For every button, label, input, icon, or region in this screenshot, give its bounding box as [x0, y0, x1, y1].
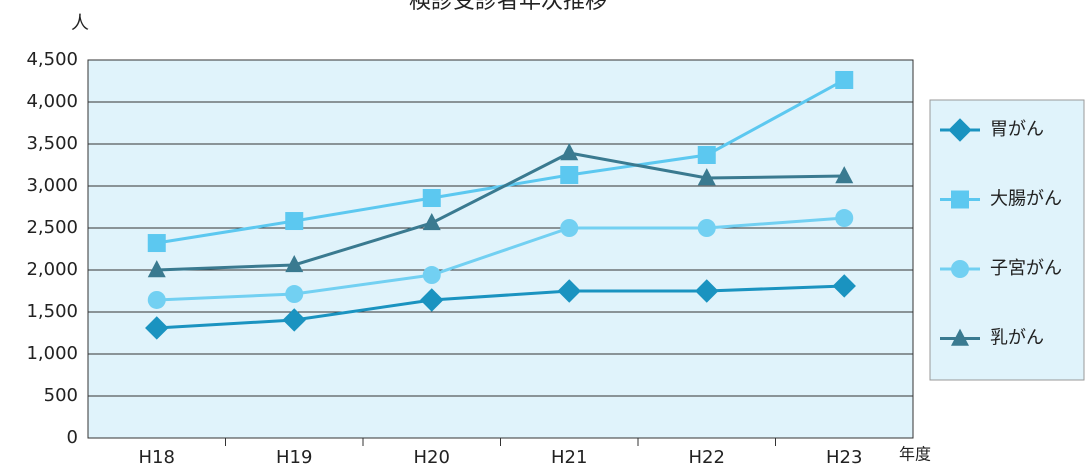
marker — [951, 328, 969, 346]
y-tick-label: 1,000 — [26, 343, 78, 364]
marker — [282, 308, 306, 332]
legend-label: 子宮がん — [990, 258, 1062, 279]
y-tick-label: 0 — [67, 427, 78, 448]
marker — [557, 279, 581, 303]
marker — [560, 165, 579, 184]
chart-title: 検診受診者年次推移 — [409, 0, 607, 14]
x-tick-label: H21 — [551, 447, 587, 466]
legend-box — [929, 99, 1085, 381]
legend-label: 大腸がん — [990, 189, 1062, 210]
y-tick-label: 500 — [44, 385, 78, 406]
y-tick-label: 2,000 — [26, 259, 78, 280]
x-tick-label: H20 — [414, 447, 450, 466]
legend-label: 乳がん — [990, 328, 1044, 349]
marker — [835, 209, 854, 228]
series-line — [156, 284, 845, 330]
y-tick-label: 4,000 — [26, 91, 78, 112]
plot-area — [87, 59, 914, 439]
marker — [422, 213, 441, 231]
x-axis-label: 年度 — [899, 445, 931, 464]
marker — [832, 274, 856, 298]
x-tick-label: H23 — [826, 447, 862, 466]
y-tick-label: 2,500 — [26, 217, 78, 238]
marker — [951, 260, 969, 278]
series-line — [156, 151, 845, 272]
x-tick-label: H19 — [276, 447, 312, 466]
y-tick-label: 1,500 — [26, 301, 78, 322]
marker — [420, 288, 444, 312]
marker — [285, 285, 304, 304]
y-tick-label: 4,500 — [26, 49, 78, 70]
marker — [560, 219, 579, 237]
marker — [835, 166, 854, 184]
x-tick-label: H22 — [689, 447, 725, 466]
marker — [560, 143, 579, 161]
marker — [422, 189, 441, 208]
y-tick-label: 3,500 — [26, 133, 78, 154]
marker — [285, 255, 304, 273]
y-axis-label: 人 — [71, 13, 89, 34]
marker — [697, 168, 716, 186]
marker — [285, 212, 304, 231]
marker — [145, 316, 169, 340]
legend-label: 胃がん — [990, 119, 1044, 140]
marker — [147, 260, 166, 278]
y-tick-label: 3,000 — [26, 175, 78, 196]
marker — [147, 290, 166, 309]
x-tick-label: H18 — [139, 447, 175, 466]
series-line — [156, 216, 845, 302]
marker — [697, 219, 716, 237]
marker — [147, 234, 166, 253]
marker — [697, 146, 716, 165]
marker — [695, 279, 719, 303]
marker — [422, 266, 441, 285]
marker — [951, 190, 969, 209]
marker — [948, 118, 972, 142]
marker — [835, 70, 854, 89]
